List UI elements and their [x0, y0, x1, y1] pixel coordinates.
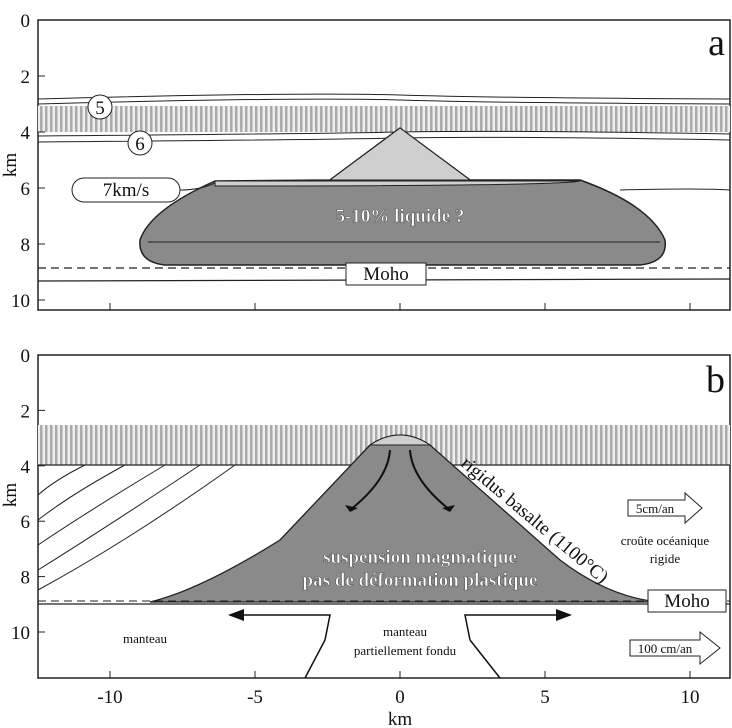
panel-label: a	[708, 22, 725, 64]
panel-label: b	[706, 359, 725, 401]
crust-label: croûte océanique	[621, 533, 710, 548]
suspension-label: pas de déformation plastique	[303, 570, 538, 591]
y-axis-label: km	[0, 483, 21, 508]
x-tick-label: -5	[247, 687, 263, 708]
x-tick-label: 0	[395, 687, 405, 708]
layer-label: 5	[95, 98, 105, 119]
page: 5 6 7km/s 5-10% liquide ? Moho a km rigi…	[0, 0, 732, 728]
y-tick-label: 4	[21, 123, 31, 144]
moho-label: Moho	[664, 591, 709, 612]
melt-label: manteau	[383, 624, 428, 639]
y-tick-label: 2	[21, 401, 31, 422]
y-tick-label: 8	[21, 235, 31, 256]
crust-rate: 5cm/an	[636, 501, 675, 516]
x-tick-label: 10	[681, 687, 700, 708]
moho-label: Moho	[363, 264, 408, 285]
y-tick-label: 6	[21, 179, 31, 200]
layer-label: 6	[135, 134, 145, 155]
stripe-band	[38, 106, 730, 132]
y-tick-label: 4	[21, 457, 31, 478]
crust-label: rigide	[650, 551, 681, 566]
y-tick-label: 2	[21, 67, 31, 88]
panel-a: 5 6 7km/s 5-10% liquide ? Moho a km	[0, 20, 730, 310]
mantle-label: manteau	[123, 631, 168, 646]
panel-b: rigidus basalte (1100°C) 5cm/an croûte o…	[0, 355, 730, 678]
x-axis-label: km	[388, 709, 413, 728]
suspension-label: suspension magmatique	[323, 547, 517, 568]
y-tick-label: 6	[21, 512, 31, 533]
mantle-rate: 100 cm/an	[638, 641, 693, 656]
y-tick-label: 0	[21, 11, 31, 32]
x-tick-label: -10	[97, 687, 122, 708]
x-tick-label: 5	[540, 687, 550, 708]
y-tick-label: 10	[11, 291, 30, 312]
y-tick-label: 10	[11, 623, 30, 644]
y-tick-label: 0	[21, 346, 31, 367]
melt-label: partiellement fondu	[354, 643, 457, 658]
y-axis-label: km	[0, 153, 21, 178]
lens-label: 5-10% liquide ?	[336, 206, 465, 227]
figure: 5 6 7km/s 5-10% liquide ? Moho a km rigi…	[0, 0, 732, 728]
y-tick-label: 8	[21, 568, 31, 589]
layer-label: 7km/s	[103, 180, 149, 201]
